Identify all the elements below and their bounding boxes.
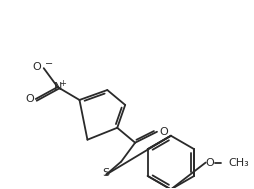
Text: +: + [59,79,66,88]
Text: CH₃: CH₃ [229,158,249,168]
Text: O: O [32,62,41,72]
Text: O: O [205,158,214,168]
Text: S: S [103,168,110,178]
Text: O: O [160,127,168,137]
Text: N: N [53,82,62,92]
Text: −: − [45,59,53,69]
Text: O: O [25,94,34,104]
